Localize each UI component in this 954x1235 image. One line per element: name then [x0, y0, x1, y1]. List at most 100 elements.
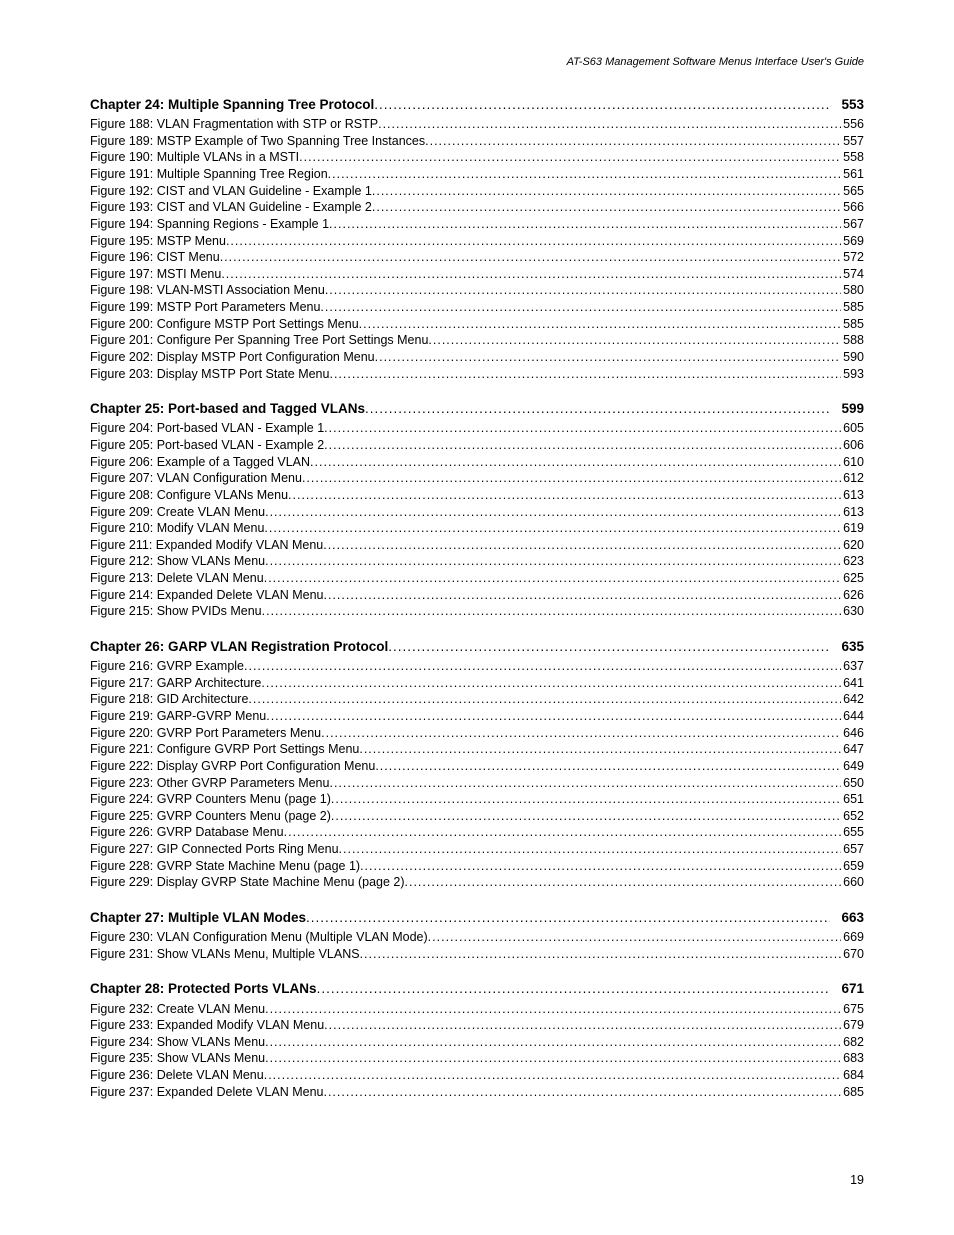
figure-label: Figure 223: Other GVRP Parameters Menu	[90, 775, 329, 792]
figure-row[interactable]: Figure 219: GARP-GVRP Menu..............…	[90, 708, 864, 725]
figure-page: 620	[841, 537, 864, 554]
figure-row[interactable]: Figure 199: MSTP Port Parameters Menu ..…	[90, 299, 864, 316]
figure-label: Figure 231: Show VLANs Menu, Multiple VL…	[90, 946, 360, 963]
figure-row[interactable]: Figure 210: Modify VLAN Menu............…	[90, 520, 864, 537]
figure-row[interactable]: Figure 193: CIST and VLAN Guideline - Ex…	[90, 199, 864, 216]
figure-row[interactable]: Figure 203: Display MSTP Port State Menu…	[90, 366, 864, 383]
figure-row[interactable]: Figure 190: Multiple VLANs in a MSTI ...…	[90, 149, 864, 166]
figure-row[interactable]: Figure 197: MSTI Menu...................…	[90, 266, 864, 283]
chapter-row[interactable]: Chapter 26: GARP VLAN Registration Proto…	[90, 638, 864, 656]
figure-row[interactable]: Figure 198: VLAN-MSTI Association Menu..…	[90, 282, 864, 299]
figure-page: 610	[841, 454, 864, 471]
figure-row[interactable]: Figure 216: GVRP Example ...............…	[90, 658, 864, 675]
figure-row[interactable]: Figure 233: Expanded Modify VLAN Menu ..…	[90, 1017, 864, 1034]
figure-row[interactable]: Figure 235: Show VLANs Menu ............…	[90, 1050, 864, 1067]
leader-dots: ........................................…	[329, 775, 841, 792]
leader-dots: ........................................…	[405, 874, 842, 891]
figure-page: 670	[841, 946, 864, 963]
chapter-row[interactable]: Chapter 28: Protected Ports VLANs ......…	[90, 980, 864, 998]
figure-row[interactable]: Figure 212: Show VLANs Menu ............…	[90, 553, 864, 570]
figure-page: 619	[841, 520, 864, 537]
figure-row[interactable]: Figure 223: Other GVRP Parameters Menu..…	[90, 775, 864, 792]
figure-row[interactable]: Figure 196: CIST Menu ..................…	[90, 249, 864, 266]
figure-label: Figure 211: Expanded Modify VLAN Menu	[90, 537, 323, 554]
figure-page: 650	[841, 775, 864, 792]
figure-label: Figure 207: VLAN Configuration Menu	[90, 470, 302, 487]
figure-row[interactable]: Figure 230: VLAN Configuration Menu (Mul…	[90, 929, 864, 946]
figure-row[interactable]: Figure 236: Delete VLAN Menu............…	[90, 1067, 864, 1084]
figure-label: Figure 226: GVRP Database Menu	[90, 824, 284, 841]
figure-row[interactable]: Figure 189: MSTP Example of Two Spanning…	[90, 133, 864, 150]
chapter-page: 599	[830, 400, 864, 418]
leader-dots: ........................................…	[324, 437, 841, 454]
figure-row[interactable]: Figure 194: Spanning Regions - Example 1…	[90, 216, 864, 233]
figure-row[interactable]: Figure 215: Show PVIDs Menu ............…	[90, 603, 864, 620]
figure-label: Figure 199: MSTP Port Parameters Menu	[90, 299, 320, 316]
figure-label: Figure 192: CIST and VLAN Guideline - Ex…	[90, 183, 372, 200]
figure-label: Figure 188: VLAN Fragmentation with STP …	[90, 116, 378, 133]
figure-row[interactable]: Figure 209: Create VLAN Menu ...........…	[90, 504, 864, 521]
leader-dots: ........................................…	[221, 266, 841, 283]
figure-row[interactable]: Figure 225: GVRP Counters Menu (page 2) …	[90, 808, 864, 825]
figure-row[interactable]: Figure 201: Configure Per Spanning Tree …	[90, 332, 864, 349]
figure-label: Figure 234: Show VLANs Menu	[90, 1034, 265, 1051]
figure-row[interactable]: Figure 220: GVRP Port Parameters Menu ..…	[90, 725, 864, 742]
figure-row[interactable]: Figure 205: Port-based VLAN - Example 2 …	[90, 437, 864, 454]
figure-row[interactable]: Figure 234: Show VLANs Menu ............…	[90, 1034, 864, 1051]
leader-dots: ........................................…	[226, 233, 841, 250]
leader-dots: ........................................…	[374, 96, 830, 114]
chapter-page: 553	[830, 96, 864, 114]
figure-row[interactable]: Figure 204: Port-based VLAN - Example 1 …	[90, 420, 864, 437]
figure-row[interactable]: Figure 232: Create VLAN Menu ...........…	[90, 1001, 864, 1018]
figure-row[interactable]: Figure 228: GVRP State Machine Menu (pag…	[90, 858, 864, 875]
leader-dots: ........................................…	[360, 946, 842, 963]
figure-row[interactable]: Figure 207: VLAN Configuration Menu.....…	[90, 470, 864, 487]
figure-row[interactable]: Figure 211: Expanded Modify VLAN Menu ..…	[90, 537, 864, 554]
leader-dots: ........................................…	[372, 199, 841, 216]
figure-label: Figure 225: GVRP Counters Menu (page 2)	[90, 808, 331, 825]
leader-dots: ........................................…	[302, 470, 841, 487]
leader-dots: ........................................…	[329, 366, 841, 383]
figure-row[interactable]: Figure 202: Display MSTP Port Configurat…	[90, 349, 864, 366]
figure-row[interactable]: Figure 226: GVRP Database Menu..........…	[90, 824, 864, 841]
figure-row[interactable]: Figure 214: Expanded Delete VLAN Menu...…	[90, 587, 864, 604]
figure-label: Figure 202: Display MSTP Port Configurat…	[90, 349, 375, 366]
figure-page: 613	[841, 487, 864, 504]
figure-row[interactable]: Figure 227: GIP Connected Ports Ring Men…	[90, 841, 864, 858]
figure-label: Figure 227: GIP Connected Ports Ring Men…	[90, 841, 339, 858]
leader-dots: ........................................…	[331, 808, 841, 825]
figure-row[interactable]: Figure 200: Configure MSTP Port Settings…	[90, 316, 864, 333]
leader-dots: ........................................…	[288, 487, 841, 504]
chapter-row[interactable]: Chapter 27: Multiple VLAN Modes ........…	[90, 909, 864, 927]
leader-dots: ........................................…	[365, 400, 830, 418]
figure-row[interactable]: Figure 188: VLAN Fragmentation with STP …	[90, 116, 864, 133]
figure-row[interactable]: Figure 206: Example of a Tagged VLAN....…	[90, 454, 864, 471]
figure-row[interactable]: Figure 192: CIST and VLAN Guideline - Ex…	[90, 183, 864, 200]
figure-page: 644	[841, 708, 864, 725]
chapter-page: 663	[830, 909, 864, 927]
toc-section: Chapter 24: Multiple Spanning Tree Proto…	[90, 96, 864, 382]
figure-label: Figure 194: Spanning Regions - Example 1	[90, 216, 329, 233]
figure-row[interactable]: Figure 217: GARP Architecture ..........…	[90, 675, 864, 692]
figure-row[interactable]: Figure 221: Configure GVRP Port Settings…	[90, 741, 864, 758]
figure-row[interactable]: Figure 229: Display GVRP State Machine M…	[90, 874, 864, 891]
figure-row[interactable]: Figure 208: Configure VLANs Menu........…	[90, 487, 864, 504]
figure-row[interactable]: Figure 213: Delete VLAN Menu............…	[90, 570, 864, 587]
figure-page: 649	[841, 758, 864, 775]
figure-row[interactable]: Figure 224: GVRP Counters Menu (page 1) …	[90, 791, 864, 808]
figure-row[interactable]: Figure 231: Show VLANs Menu, Multiple VL…	[90, 946, 864, 963]
figure-row[interactable]: Figure 191: Multiple Spanning Tree Regio…	[90, 166, 864, 183]
figure-page: 569	[841, 233, 864, 250]
chapter-row[interactable]: Chapter 25: Port-based and Tagged VLANs …	[90, 400, 864, 418]
figure-label: Figure 195: MSTP Menu	[90, 233, 226, 250]
chapter-label: Chapter 28: Protected Ports VLANs	[90, 980, 317, 998]
leader-dots: ........................................…	[310, 454, 841, 471]
figure-row[interactable]: Figure 237: Expanded Delete VLAN Menu...…	[90, 1084, 864, 1101]
figure-row[interactable]: Figure 218: GID Architecture............…	[90, 691, 864, 708]
figure-row[interactable]: Figure 222: Display GVRP Port Configurat…	[90, 758, 864, 775]
figure-label: Figure 236: Delete VLAN Menu	[90, 1067, 264, 1084]
chapter-row[interactable]: Chapter 24: Multiple Spanning Tree Proto…	[90, 96, 864, 114]
figure-row[interactable]: Figure 195: MSTP Menu ..................…	[90, 233, 864, 250]
figure-label: Figure 197: MSTI Menu	[90, 266, 221, 283]
figure-page: 588	[841, 332, 864, 349]
